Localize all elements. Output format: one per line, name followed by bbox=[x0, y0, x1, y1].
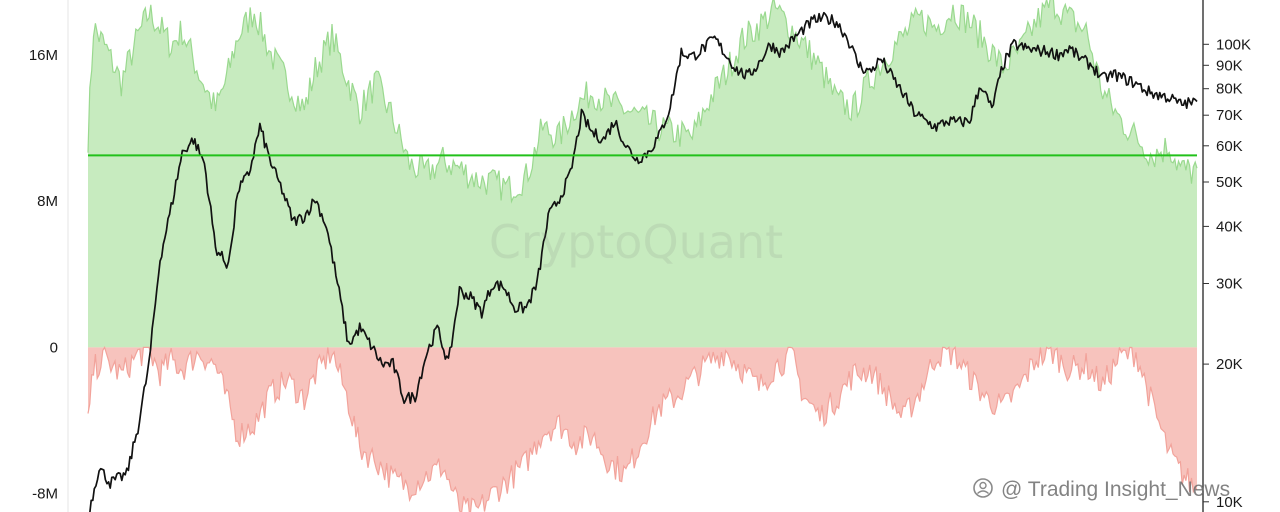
right-tick-label: 100K bbox=[1216, 36, 1251, 53]
negative-area-edge bbox=[87, 345, 1198, 512]
right-tick-label: 40K bbox=[1216, 218, 1243, 235]
right-tick-label: 90K bbox=[1216, 57, 1243, 74]
right-tick-label: 70K bbox=[1216, 107, 1243, 124]
right-tick-label: 80K bbox=[1216, 81, 1243, 98]
watermark-text: CryptoQuant bbox=[489, 215, 783, 269]
positive-area-edge bbox=[87, 0, 1198, 204]
right-axis-ticks: 100K 90K 80K 70K 60K 50K 40K 30K 20K 10K bbox=[1203, 36, 1251, 511]
positive-area bbox=[88, 0, 1197, 348]
right-tick-label: 20K bbox=[1216, 356, 1243, 373]
right-tick-label: 10K bbox=[1216, 494, 1243, 511]
negative-area bbox=[88, 347, 1197, 512]
credit-text: @ Trading Insight_News bbox=[1001, 478, 1230, 501]
left-axis-ticks: 16M 8M 0 -8M bbox=[29, 47, 58, 503]
credit-badge: @ Trading Insight_News bbox=[973, 478, 1230, 501]
threshold-layer bbox=[88, 154, 1197, 157]
left-tick-label: 0 bbox=[50, 339, 58, 356]
user-avatar-icon bbox=[973, 478, 993, 498]
right-tick-label: 50K bbox=[1216, 174, 1243, 191]
left-tick-label: -8M bbox=[32, 486, 58, 503]
right-tick-label: 60K bbox=[1216, 138, 1243, 155]
left-tick-label: 16M bbox=[29, 47, 58, 64]
area-layer bbox=[87, 0, 1198, 512]
right-tick-label: 30K bbox=[1216, 276, 1243, 293]
left-tick-label: 8M bbox=[37, 193, 58, 210]
